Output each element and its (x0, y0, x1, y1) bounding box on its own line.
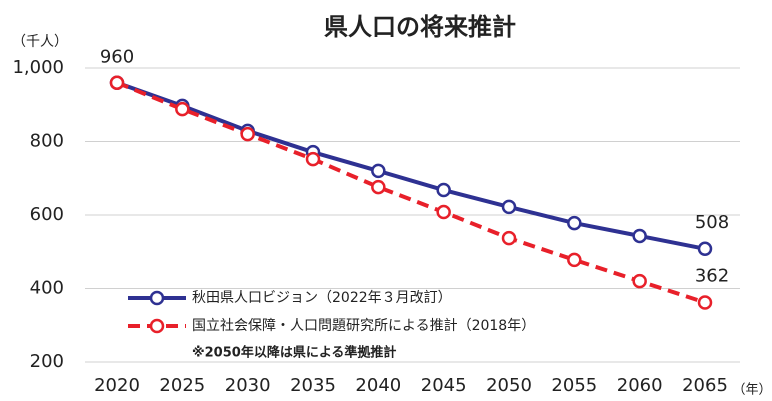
series-line (116, 80, 706, 251)
note: ※2050年以降は県による準拠推計 (192, 345, 396, 361)
marker (305, 151, 321, 167)
x-tick-label: 2050 (486, 375, 532, 396)
series-line (116, 80, 706, 305)
marker (501, 199, 517, 215)
chart-title: 県人口の将来推計 (324, 13, 516, 41)
x-tick-label: 2025 (159, 375, 205, 396)
x-tick-label: 2040 (355, 375, 401, 396)
marker (697, 241, 713, 257)
legend-marker (149, 290, 165, 306)
legend-label: 国立社会保障・人口問題研究所による推計（2018年） (192, 318, 535, 334)
marker (567, 215, 582, 231)
y-tick-label: 800 (30, 131, 64, 152)
x-tick-label: 2045 (421, 375, 467, 396)
marker (371, 163, 386, 179)
y-tick-label: 400 (30, 278, 64, 299)
x-tick-label: 2030 (225, 375, 271, 396)
legend-marker (149, 318, 165, 334)
x-unit: （年） (732, 383, 771, 398)
data-label: 508 (695, 212, 729, 233)
marker (436, 182, 451, 198)
y-tick-label: 200 (30, 351, 64, 372)
x-tick-label: 2055 (551, 375, 597, 396)
marker (109, 75, 125, 90)
marker (697, 295, 713, 310)
x-tick-label: 2020 (94, 375, 140, 396)
data-label: 960 (100, 47, 134, 68)
marker (632, 273, 647, 289)
x-tick-label: 2035 (290, 375, 336, 396)
marker (371, 179, 386, 195)
y-tick-label: 600 (30, 204, 64, 225)
marker (501, 230, 517, 246)
marker (240, 126, 255, 142)
x-tick-label: 2060 (617, 375, 663, 396)
x-tick-label: 2065 (682, 375, 728, 396)
marker (567, 252, 582, 268)
marker (632, 228, 647, 244)
marker (175, 101, 190, 117)
legend-label: 秋田県人口ビジョン（2022年３月改訂） (192, 290, 452, 306)
data-label: 362 (695, 265, 729, 286)
y-unit: （千人） (12, 34, 68, 50)
marker (436, 204, 451, 220)
y-tick-label: 1,000 (12, 57, 64, 78)
